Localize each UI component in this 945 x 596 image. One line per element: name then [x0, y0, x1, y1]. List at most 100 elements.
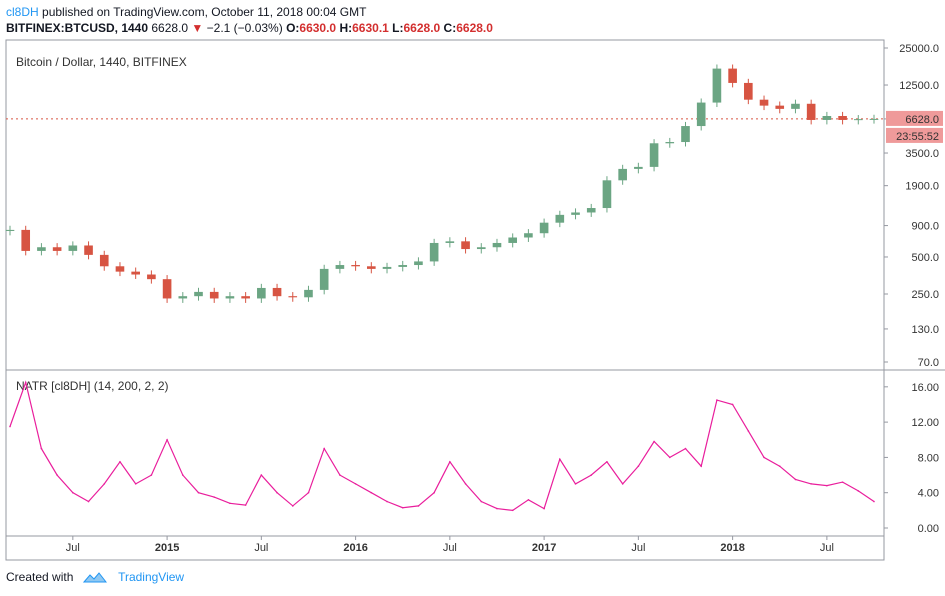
natr-point — [386, 500, 388, 503]
natr-axis-label: 16.00 — [911, 382, 939, 394]
price-axis-label: 12500.0 — [899, 80, 939, 92]
candle-body — [461, 241, 470, 250]
natr-point — [511, 509, 514, 512]
price-axis-label: 900.0 — [911, 221, 939, 233]
candle-body — [366, 266, 376, 269]
candle-body — [68, 245, 78, 251]
natr-point — [873, 500, 875, 503]
natr-point — [590, 474, 593, 476]
candle-body — [304, 289, 313, 298]
natr-point — [543, 507, 545, 510]
candle-body — [209, 291, 219, 299]
candle-body — [335, 265, 345, 269]
candle-body — [178, 296, 188, 299]
author-link[interactable]: cl8DH — [6, 5, 39, 19]
natr-point — [763, 456, 765, 459]
natr-series-line — [9, 380, 875, 512]
natr-point — [87, 500, 90, 503]
natr-point — [150, 474, 153, 476]
price-axis-label: 3500.0 — [905, 148, 939, 160]
time-axis-label: 2017 — [532, 542, 556, 554]
low-label: L: — [392, 21, 404, 35]
tradingview-logo-icon[interactable] — [82, 572, 107, 584]
countdown-tag — [886, 127, 943, 143]
candle-body — [414, 261, 423, 266]
published-text: published on TradingView.com, October 11… — [42, 5, 367, 19]
natr-point — [810, 483, 812, 485]
natr-point — [24, 381, 27, 384]
candle-body — [225, 296, 235, 299]
created-with-label: Created with — [6, 570, 74, 584]
time-axis-label: Jul — [631, 542, 645, 554]
natr-point — [527, 498, 530, 501]
candle-body — [744, 82, 753, 100]
natr-point — [134, 483, 137, 485]
candle-body — [555, 214, 565, 223]
candle-body — [476, 247, 486, 250]
candle-body — [272, 287, 282, 297]
candle-body — [194, 291, 203, 297]
natr-point — [244, 504, 247, 506]
candle-body — [649, 143, 659, 167]
candle-body — [712, 68, 722, 103]
candle-body — [524, 233, 533, 238]
time-axis-label: 2016 — [343, 542, 367, 554]
countdown-label: 23:55:52 — [896, 131, 939, 143]
natr-point — [213, 496, 216, 498]
natr-point — [197, 491, 200, 494]
natr-point — [574, 483, 577, 485]
price-axis-label: 70.0 — [918, 357, 939, 369]
natr-axis-label: 12.00 — [911, 417, 939, 429]
natr-point — [637, 465, 640, 468]
candle-body — [838, 115, 847, 120]
price-change: −2.1 (−0.03%) — [206, 21, 283, 35]
price-axis-label: 1900.0 — [905, 181, 939, 193]
candle-body — [115, 266, 125, 272]
last-price-tag — [886, 110, 943, 126]
natr-point — [496, 507, 498, 510]
candle-body — [681, 126, 690, 143]
candle-body — [634, 166, 643, 169]
natr-point — [464, 483, 467, 485]
natr-point — [103, 483, 106, 485]
candle-body — [602, 180, 612, 209]
natr-axis-label: 8.00 — [918, 452, 939, 464]
natr-point — [323, 447, 325, 450]
natr-point — [826, 484, 828, 487]
high-value: 6630.1 — [352, 21, 389, 35]
natr-point — [9, 425, 11, 428]
candle-body — [869, 118, 879, 120]
candle-body — [351, 265, 360, 267]
natr-point — [229, 502, 231, 505]
natr-point — [370, 491, 373, 494]
natr-point — [291, 505, 294, 507]
candle-body — [728, 68, 737, 83]
natr-axis-label: 0.00 — [918, 523, 939, 535]
candle-body — [618, 168, 627, 181]
candle-body — [288, 296, 298, 298]
candle-body — [665, 142, 675, 144]
natr-point — [747, 430, 750, 432]
candle-body — [162, 279, 172, 299]
tradingview-brand-link[interactable]: TradingView — [118, 570, 185, 584]
price-pane-title: Bitcoin / Dollar, 1440, BITFINEX — [16, 55, 187, 69]
candle-body — [539, 222, 549, 234]
natr-point — [166, 438, 168, 441]
natr-axis-label: 4.00 — [918, 488, 939, 500]
ohlc-line: BITFINEX:BTCUSD, 1440 6628.0 ▼ −2.1 (−0.… — [6, 20, 939, 36]
candle-body — [822, 115, 832, 120]
natr-point — [56, 474, 58, 476]
candle-body — [759, 99, 769, 106]
price-axis-label: 500.0 — [911, 252, 939, 264]
natr-point — [480, 500, 483, 503]
price-axis-label: 130.0 — [911, 324, 939, 336]
time-axis-label: 2018 — [720, 542, 744, 554]
natr-point — [449, 461, 451, 463]
high-label: H: — [339, 21, 353, 35]
natr-point — [700, 465, 702, 468]
natr-point — [668, 456, 671, 459]
natr-point — [339, 474, 341, 476]
time-axis-label: 2015 — [155, 542, 179, 554]
natr-point — [794, 478, 797, 481]
